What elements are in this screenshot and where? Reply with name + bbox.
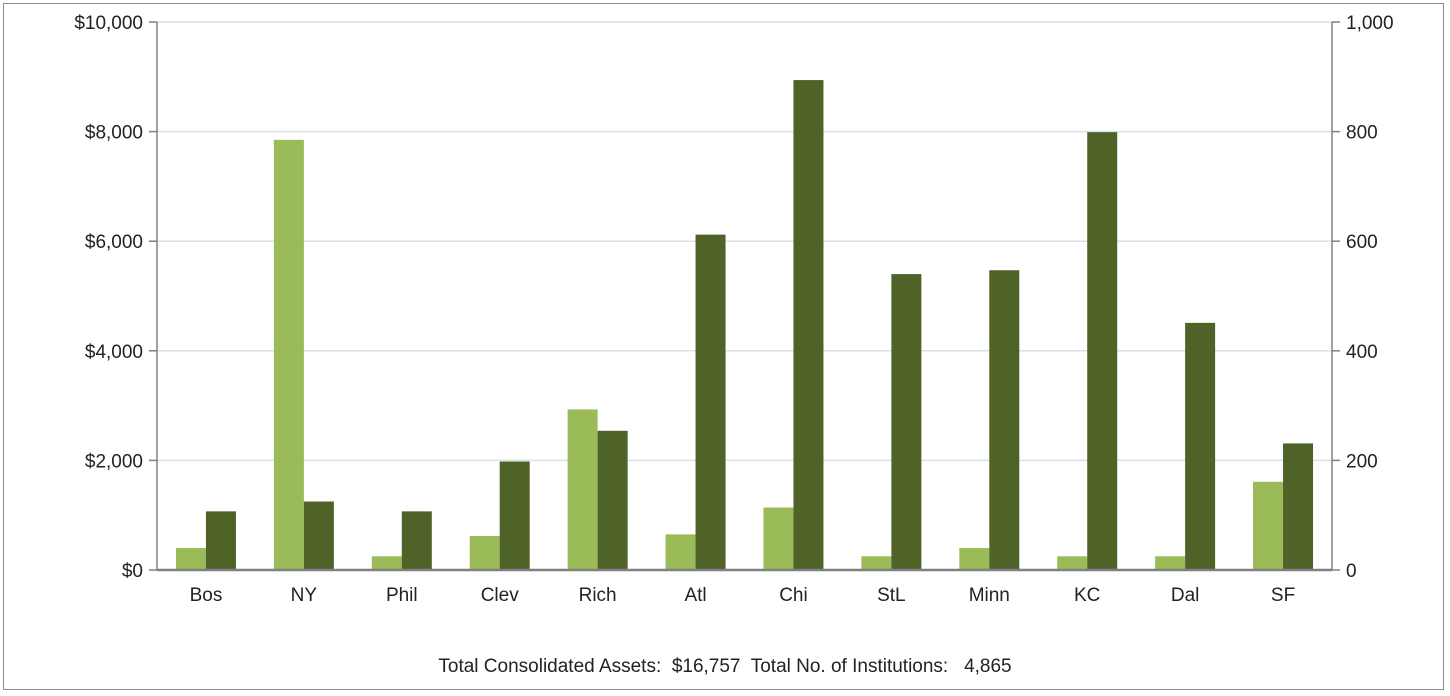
total-institutions-value: 4,865 [964,656,1012,677]
bar-sf-series-1 [1253,482,1283,570]
bar-rich-series-1 [568,409,598,570]
footnote: Total Consolidated Assets: $16,757 Total… [0,656,1450,678]
bar-kc-series-2 [1087,132,1117,570]
bar-minn-series-1 [959,548,989,570]
total-assets-value: $16,757 [672,656,741,677]
x-axis-tick-label: Dal [1171,585,1200,606]
bar-clev-series-1 [470,536,500,570]
total-assets-label: Total Consolidated Assets: [438,656,661,677]
x-axis-tick-label: Bos [190,585,223,606]
bar-phil-series-2 [402,511,432,570]
x-axis-tick-label: Phil [386,585,418,606]
bar-minn-series-2 [989,270,1019,570]
bar-chi-series-1 [763,508,793,570]
left-axis-tick-label: $0 [122,561,143,582]
left-axis-tick-label: $4,000 [85,342,143,363]
x-axis-tick-label: Clev [481,585,520,606]
bar-dal-series-2 [1185,323,1215,570]
bar-ny-series-1 [274,140,304,570]
bar-dal-series-1 [1155,556,1185,570]
bar-clev-series-2 [500,461,530,570]
bar-bos-series-2 [206,511,236,570]
total-institutions-label: Total No. of Institutions: [751,656,949,677]
gridlines [157,22,1332,460]
right-axis-tick-label: 800 [1346,123,1378,144]
bar-atl-series-1 [666,534,696,570]
bar-rich-series-2 [598,431,628,570]
left-axis-tick-label: $6,000 [85,232,143,253]
x-axis-tick-label: NY [291,585,318,606]
right-axis-tick-label: 400 [1346,342,1378,363]
x-axis-tick-label: Chi [779,585,808,606]
bar-bos-series-1 [176,548,206,570]
right-axis-tick-label: 600 [1346,232,1378,253]
x-axis-tick-label: StL [877,585,906,606]
x-axis-tick-label: SF [1271,585,1295,606]
bar-stl-series-1 [861,556,891,570]
bar-sf-series-2 [1283,443,1313,570]
right-axis-tick-label: 0 [1346,561,1357,582]
bars [176,80,1313,570]
left-axis-tick-label: $2,000 [85,451,143,472]
bar-kc-series-1 [1057,556,1087,570]
bar-ny-series-2 [304,502,334,571]
left-axis-tick-label: $8,000 [85,123,143,144]
x-axis-tick-label: KC [1074,585,1100,606]
axes [149,22,1340,570]
right-axis-tick-label: 200 [1346,451,1378,472]
right-axis-tick-label: 1,000 [1346,13,1394,34]
x-axis-tick-label: Atl [684,585,706,606]
bar-chi-series-2 [793,80,823,570]
x-axis-tick-label: Rich [579,585,617,606]
left-axis-tick-label: $10,000 [74,13,143,34]
bar-phil-series-1 [372,556,402,570]
bar-atl-series-2 [696,235,726,570]
bar-stl-series-2 [891,274,921,570]
x-axis-tick-label: Minn [969,585,1010,606]
